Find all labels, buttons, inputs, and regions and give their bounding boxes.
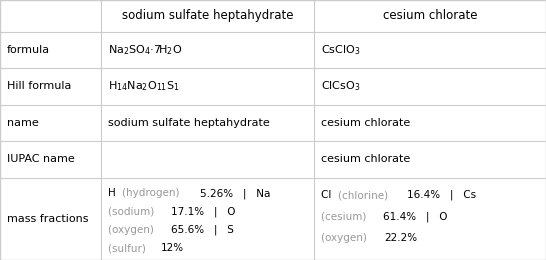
Text: 16.4%   |   Cs: 16.4% | Cs [407, 190, 476, 200]
Text: 12%: 12% [161, 243, 184, 253]
Text: name: name [7, 118, 38, 128]
Text: Cl: Cl [321, 190, 334, 200]
Text: (oxygen): (oxygen) [108, 225, 157, 235]
Text: (sodium): (sodium) [108, 207, 157, 217]
Text: cesium chlorate: cesium chlorate [321, 154, 410, 164]
Text: sodium sulfate heptahydrate: sodium sulfate heptahydrate [108, 118, 269, 128]
Text: (hydrogen): (hydrogen) [122, 188, 182, 198]
Text: (chlorine): (chlorine) [338, 190, 391, 200]
Text: cesium chlorate: cesium chlorate [383, 9, 477, 22]
Text: (sulfur): (sulfur) [108, 243, 149, 253]
Text: cesium chlorate: cesium chlorate [321, 118, 410, 128]
Text: H$_{14}$Na$_2$O$_{11}$S$_1$: H$_{14}$Na$_2$O$_{11}$S$_1$ [108, 80, 179, 93]
Text: sodium sulfate heptahydrate: sodium sulfate heptahydrate [122, 9, 293, 22]
Text: Hill formula: Hill formula [7, 81, 71, 92]
Text: ClCsO$_3$: ClCsO$_3$ [321, 80, 360, 93]
Text: CsClO$_3$: CsClO$_3$ [321, 43, 360, 57]
Text: 5.26%   |   Na: 5.26% | Na [200, 188, 270, 199]
Text: (oxygen): (oxygen) [321, 233, 370, 243]
Text: 17.1%   |   O: 17.1% | O [171, 206, 236, 217]
Text: 65.6%   |   S: 65.6% | S [171, 225, 234, 235]
Text: 61.4%   |   O: 61.4% | O [383, 211, 448, 222]
Text: H: H [108, 188, 118, 198]
Text: formula: formula [7, 45, 50, 55]
Text: Na$_2$SO$_4$·7H$_2$O: Na$_2$SO$_4$·7H$_2$O [108, 43, 182, 57]
Text: 22.2%: 22.2% [384, 233, 417, 243]
Text: mass fractions: mass fractions [7, 214, 88, 224]
Text: (cesium): (cesium) [321, 212, 369, 222]
Text: IUPAC name: IUPAC name [7, 154, 74, 164]
